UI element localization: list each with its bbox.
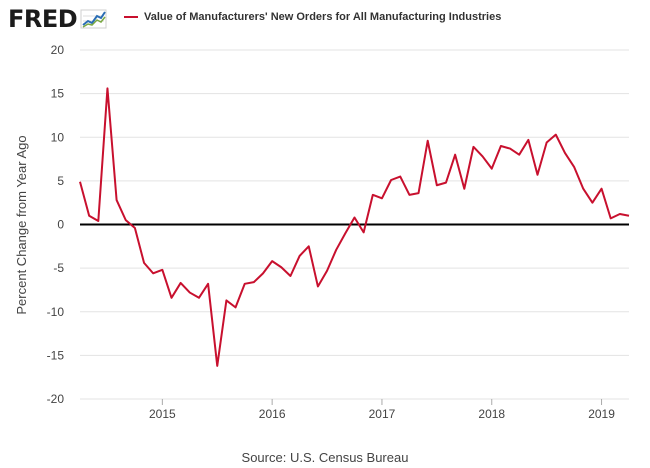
data-point[interactable] [599,186,605,192]
data-point[interactable] [178,280,184,286]
data-point[interactable] [397,174,403,180]
data-point[interactable] [223,297,229,303]
data-point[interactable] [342,230,348,236]
data-point[interactable] [132,225,138,231]
data-point[interactable] [425,138,431,144]
data-point[interactable] [104,85,110,91]
data-point[interactable] [297,253,303,259]
data-point[interactable] [150,270,156,276]
y-tick-label: -5 [53,261,64,275]
x-tick-label: 2016 [259,407,286,421]
data-point[interactable] [379,195,385,201]
chart-header: FRED Value of Manufacturers' New Orders … [0,0,650,38]
data-point[interactable] [269,258,275,264]
data-point[interactable] [544,139,550,145]
data-point[interactable] [617,211,623,217]
legend-label: Value of Manufacturers' New Orders for A… [144,11,502,23]
data-point[interactable] [214,363,220,369]
data-point[interactable] [626,213,632,219]
data-point[interactable] [260,270,266,276]
data-point[interactable] [361,229,367,235]
data-point[interactable] [169,295,175,301]
y-axis-label: Percent Change from Year Ago [14,135,29,314]
data-point[interactable] [278,264,284,270]
data-point[interactable] [516,152,522,158]
data-point[interactable] [370,192,376,198]
x-tick-label: 2015 [149,407,176,421]
data-point[interactable] [470,144,476,150]
y-tick-label: 20 [51,43,65,57]
data-point[interactable] [324,268,330,274]
trend-line-icon [80,9,107,29]
data-point[interactable] [580,186,586,192]
data-point[interactable] [571,164,577,170]
data-point[interactable] [406,192,412,198]
y-axis-ticks: 20 15 10 5 0 -5 -10 -15 -20 [47,43,65,406]
data-point[interactable] [416,190,422,196]
data-point[interactable] [205,281,211,287]
data-point[interactable] [251,279,257,285]
data-point[interactable] [452,152,458,158]
data-point[interactable] [77,179,83,185]
x-tick-label: 2019 [588,407,615,421]
data-point[interactable] [589,200,595,206]
data-point[interactable] [287,273,293,279]
data-point[interactable] [434,182,440,188]
data-point[interactable] [507,146,513,152]
data-point[interactable] [498,143,504,149]
y-tick-label: -10 [47,305,65,319]
series-line [79,87,630,367]
y-tick-label: 0 [57,218,64,232]
fred-logo[interactable]: FRED [8,5,108,33]
y-tick-label: -15 [47,348,65,362]
data-point[interactable] [86,213,92,219]
data-point[interactable] [480,153,486,159]
data-point[interactable] [123,217,129,223]
series-points [77,85,632,368]
data-point[interactable] [489,166,495,172]
data-point[interactable] [388,177,394,183]
data-point[interactable] [233,304,239,310]
data-point[interactable] [525,137,531,143]
data-point[interactable] [461,186,467,192]
source-note: Source: U.S. Census Bureau [241,450,409,465]
data-point[interactable] [562,150,568,156]
data-point[interactable] [187,290,193,296]
fred-logo-text: FRED [8,5,78,33]
x-tick-label: 2018 [478,407,505,421]
data-point[interactable] [242,281,248,287]
y-tick-label: 5 [57,174,64,188]
data-point[interactable] [608,215,614,221]
data-point[interactable] [95,218,101,224]
x-axis-ticks: 2015 2016 2017 2018 2019 [149,399,615,421]
legend: Value of Manufacturers' New Orders for A… [124,11,501,23]
data-point[interactable] [352,215,358,221]
data-point[interactable] [443,180,449,186]
data-point[interactable] [306,243,312,249]
x-tick-label: 2017 [369,407,396,421]
y-tick-label: 10 [51,130,65,144]
y-tick-label: 15 [51,87,65,101]
legend-swatch [124,16,138,18]
data-point[interactable] [553,132,559,138]
data-point[interactable] [333,247,339,253]
data-point[interactable] [196,295,202,301]
data-point[interactable] [159,267,165,273]
y-tick-label: -20 [47,392,65,406]
data-point[interactable] [114,197,120,203]
data-point[interactable] [535,172,541,178]
data-point[interactable] [315,283,321,289]
data-point[interactable] [141,260,147,266]
